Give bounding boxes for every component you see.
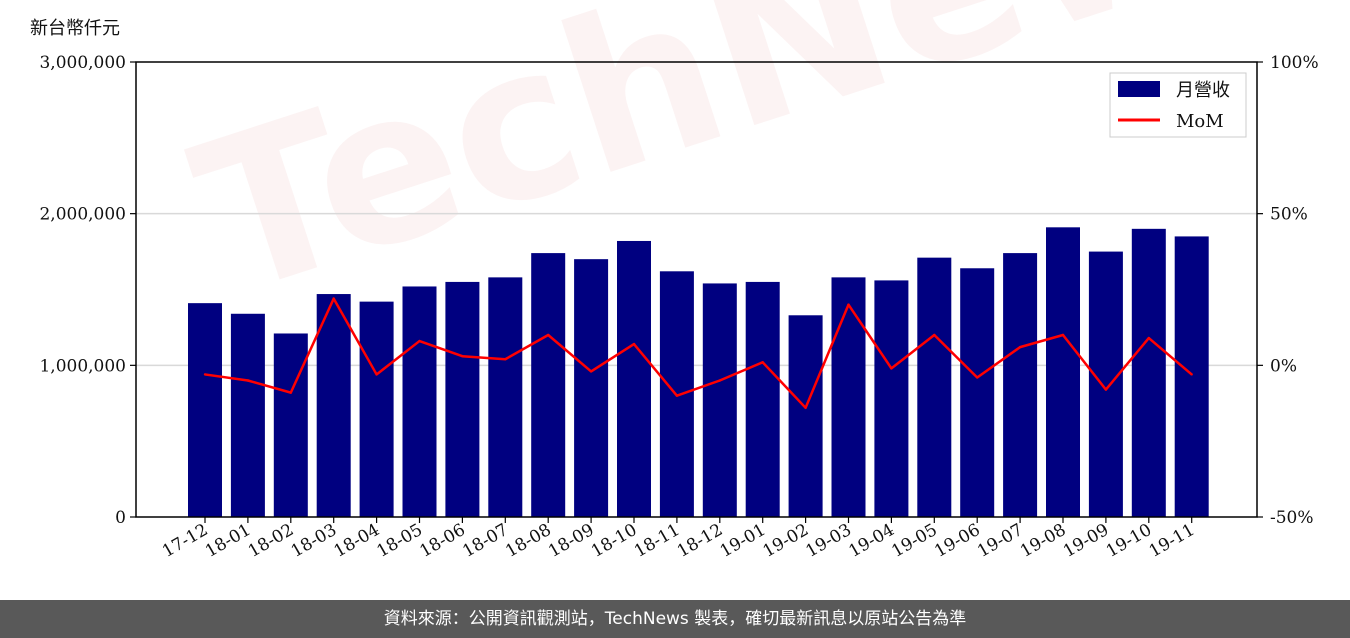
mom-point-19-10 (1147, 336, 1151, 340)
bar-19-10 (1131, 228, 1166, 518)
revenue-chart: 0 1,000,000 2,000,000 3,000,000 -50% 0% 50% 10… (39, 53, 1319, 562)
mom-point-19-01 (761, 361, 764, 364)
mom-point-19-11 (1190, 373, 1193, 376)
bar-19-08 (1046, 227, 1080, 518)
x-axis-tick-label: 19-02 (760, 520, 812, 562)
right-axis-tick-label: 50% (1270, 205, 1308, 225)
bar-17-12 (188, 303, 222, 517)
x-axis-tick-label: 19-05 (888, 520, 940, 562)
left-axis-tick-label: 3,000,000 (39, 53, 126, 73)
mom-point-19-07 (1018, 345, 1022, 349)
bar-18-05 (402, 286, 437, 517)
bar-18-07 (488, 277, 523, 517)
legend-label-line: MoM (1176, 111, 1224, 132)
bar-18-09 (574, 259, 609, 517)
bar-19-05 (917, 257, 952, 517)
x-axis-tick-label: 19-01 (717, 520, 769, 562)
x-axis-tick-label: 19-11 (1146, 520, 1198, 562)
mom-point-18-05 (418, 339, 421, 343)
x-axis-tick-label: 18-08 (502, 520, 554, 562)
bar-19-03 (831, 277, 866, 517)
plot-frame (135, 61, 1258, 518)
mom-point-19-08 (1061, 333, 1065, 337)
x-axis-tick-label: 18-07 (459, 520, 511, 562)
x-axis-tick-label: 19-04 (845, 520, 897, 562)
bar-19-09 (1088, 251, 1123, 518)
legend: 月營收 MoM (1109, 72, 1247, 138)
source-footer: 資料來源：公開資訊觀測站，TechNews 製表，確切最新訊息以原站公告為準 (0, 600, 1350, 638)
x-axis-tick-label: 18-11 (631, 520, 683, 562)
mom-point-18-07 (504, 358, 507, 361)
mom-point-18-08 (547, 333, 550, 337)
mom-point-18-02 (289, 391, 292, 394)
mom-point-18-10 (632, 342, 636, 346)
x-axis: 17-1218-0118-0218-0318-0418-0518-0618-07… (159, 517, 1198, 562)
right-axis-tick-label: -50% (1270, 508, 1314, 528)
bar-18-01 (230, 313, 265, 517)
left-axis-tick-label: 2,000,000 (39, 205, 126, 225)
legend-label-bar: 月營收 (1176, 80, 1230, 101)
mom-point-19-06 (976, 376, 979, 379)
left-axis-tick-label: 0 (115, 508, 126, 528)
bar-19-01 (745, 281, 780, 517)
mom-point-18-01 (246, 379, 250, 382)
bar-18-06 (445, 281, 480, 517)
bar-19-07 (1003, 253, 1038, 517)
bar-18-08 (531, 253, 566, 517)
x-axis-tick-label: 19-08 (1017, 520, 1069, 562)
x-axis-tick-label: 19-09 (1060, 520, 1112, 562)
x-axis-tick-label: 18-03 (288, 520, 340, 562)
bar-18-04 (359, 301, 394, 517)
x-axis-tick-label: 19-07 (974, 520, 1026, 562)
right-axis: -50% 0% 50% 100% (1257, 53, 1319, 528)
right-axis-tick-label: 100% (1270, 53, 1319, 73)
mom-point-19-02 (804, 406, 807, 409)
x-axis-tick-label: 17-12 (159, 520, 211, 562)
mom-point-18-04 (375, 373, 378, 376)
x-axis-tick-label: 19-10 (1103, 520, 1155, 562)
bar-18-03 (316, 294, 351, 517)
bar-19-06 (960, 268, 995, 517)
bar-19-04 (874, 280, 909, 517)
bar-19-11 (1174, 236, 1209, 517)
mom-point-19-04 (890, 367, 893, 370)
mom-point-19-03 (847, 303, 850, 306)
mom-point-18-03 (332, 297, 335, 300)
bar-18-02 (273, 333, 308, 517)
mom-point-18-06 (461, 355, 464, 358)
x-axis-tick-label: 18-02 (245, 520, 297, 562)
mom-line (203, 297, 1193, 410)
mom-point-18-12 (718, 379, 721, 382)
bar-19-02 (788, 315, 823, 517)
y-axis-unit-label: 新台幣仟元 (30, 18, 120, 39)
mom-point-18-09 (589, 370, 593, 373)
x-axis-tick-label: 18-09 (545, 520, 597, 562)
x-axis-tick-label: 18-01 (202, 520, 254, 562)
right-axis-tick-label: 0% (1270, 356, 1297, 376)
x-axis-tick-label: 18-04 (331, 520, 383, 562)
mom-point-19-09 (1104, 388, 1108, 391)
x-axis-tick-label: 18-05 (374, 520, 426, 562)
left-axis-tick-label: 1,000,000 (39, 356, 126, 376)
mom-point-17-12 (203, 373, 207, 376)
x-axis-tick-label: 18-12 (674, 520, 726, 562)
bar-18-12 (702, 283, 737, 517)
mom-point-18-11 (675, 394, 679, 397)
bar-18-10 (617, 240, 651, 517)
x-axis-tick-label: 18-06 (416, 520, 468, 562)
bars (188, 227, 1209, 518)
x-axis-tick-label: 19-03 (803, 520, 855, 562)
mom-line-path (204, 297, 1193, 410)
x-axis-tick-label: 18-10 (588, 520, 640, 562)
x-axis-tick-label: 19-06 (931, 520, 983, 562)
left-axis: 0 1,000,000 2,000,000 3,000,000 (39, 53, 136, 528)
legend-bar-swatch (1118, 81, 1160, 97)
mom-point-19-05 (933, 333, 936, 337)
